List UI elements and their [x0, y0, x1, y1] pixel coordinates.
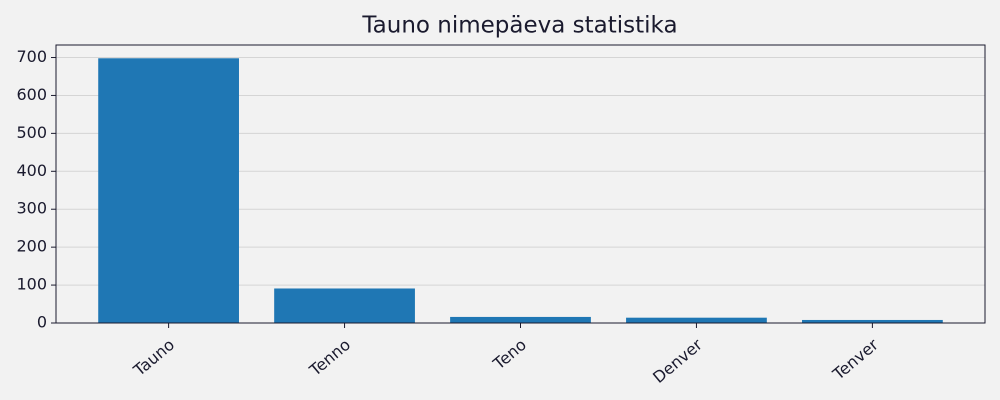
bar	[274, 288, 415, 323]
y-tick-label: 0	[37, 313, 47, 332]
bar	[802, 319, 943, 323]
plot-frame	[55, 44, 986, 324]
bar	[626, 317, 767, 323]
y-tick-label: 600	[16, 85, 47, 104]
bar	[98, 58, 239, 323]
bar	[450, 316, 591, 323]
y-tick-label: 500	[16, 123, 47, 142]
y-tick-label: 700	[16, 47, 47, 66]
y-tick-label: 100	[16, 275, 47, 294]
y-tick-label: 200	[16, 237, 47, 256]
chart-title: Tauno nimepäeva statistika	[361, 13, 677, 39]
y-tick-label: 400	[16, 161, 47, 180]
y-tick-label: 300	[16, 199, 47, 218]
